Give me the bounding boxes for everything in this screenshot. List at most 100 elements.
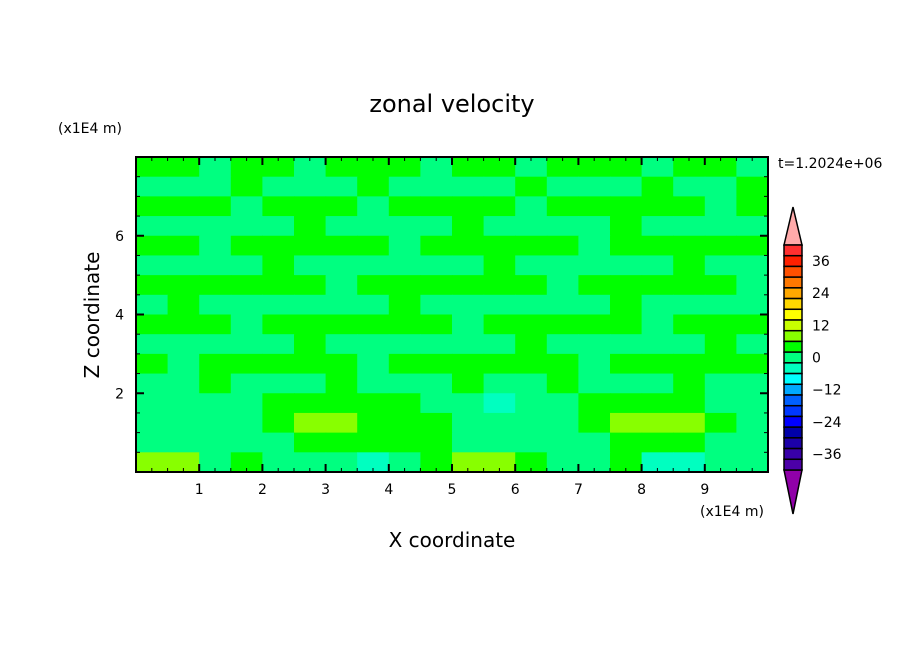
contour-cell bbox=[704, 235, 737, 257]
contour-cell bbox=[230, 196, 263, 217]
contour-cell bbox=[546, 334, 579, 355]
contour-cell bbox=[420, 255, 453, 276]
contour-cell bbox=[136, 432, 169, 453]
contour-cell bbox=[388, 393, 421, 414]
contour-cell bbox=[136, 235, 169, 257]
contour-cell bbox=[515, 235, 548, 257]
contour-cell bbox=[294, 216, 327, 237]
contour-cell bbox=[546, 432, 579, 453]
contour-cell bbox=[736, 334, 769, 355]
contour-cell bbox=[578, 314, 611, 335]
contour-cell bbox=[673, 373, 706, 394]
contour-cell bbox=[325, 373, 358, 394]
contour-cell bbox=[230, 334, 263, 355]
contour-cell bbox=[578, 275, 611, 296]
contour-cell bbox=[357, 196, 390, 217]
contour-cell bbox=[546, 176, 579, 197]
contour-cell bbox=[230, 216, 263, 237]
contour-cell bbox=[167, 275, 200, 296]
contour-cell bbox=[262, 157, 295, 178]
contour-cell bbox=[420, 176, 453, 197]
contour-cell bbox=[610, 314, 643, 335]
contour-cell bbox=[294, 373, 327, 394]
contour-cell bbox=[294, 334, 327, 355]
contour-cell bbox=[736, 157, 769, 178]
contour-cell bbox=[262, 334, 295, 355]
contour-cell bbox=[420, 334, 453, 355]
contour-cell bbox=[388, 432, 421, 453]
contour-cell bbox=[420, 294, 453, 316]
contour-cell bbox=[167, 294, 200, 316]
colorbar-swatch bbox=[783, 329, 803, 343]
contour-cell bbox=[704, 432, 737, 453]
contour-cell bbox=[294, 196, 327, 217]
contour-cell bbox=[452, 216, 485, 237]
colorbar-over-triangle bbox=[783, 206, 803, 246]
contour-cell bbox=[515, 294, 548, 316]
contour-cell bbox=[704, 452, 737, 473]
contour-cell bbox=[136, 353, 169, 375]
contour-cell bbox=[230, 452, 263, 473]
contour-cell bbox=[641, 275, 674, 296]
contour-cell bbox=[704, 196, 737, 217]
colorbar-swatch bbox=[783, 297, 803, 311]
contour-cell bbox=[673, 255, 706, 276]
contour-cell bbox=[546, 314, 579, 335]
contour-cell bbox=[452, 294, 485, 316]
contour-cell bbox=[325, 255, 358, 276]
contour-cell bbox=[262, 314, 295, 335]
y-tick-label: 2 bbox=[115, 386, 124, 402]
contour-cell bbox=[546, 373, 579, 394]
contour-cell bbox=[483, 255, 516, 276]
contour-cell bbox=[704, 157, 737, 178]
contour-cell bbox=[546, 393, 579, 414]
contour-cell bbox=[546, 196, 579, 217]
contour-cell bbox=[325, 452, 358, 473]
time-annotation: t=1.2024e+06 bbox=[778, 156, 882, 172]
y-axis-label: Z coordinate bbox=[80, 252, 104, 379]
colorbar-swatch bbox=[783, 426, 803, 439]
contour-cell bbox=[357, 373, 390, 394]
colorbar-swatch bbox=[783, 351, 803, 364]
contour-cell bbox=[515, 432, 548, 453]
contour-cell bbox=[420, 235, 453, 257]
contour-cell bbox=[167, 393, 200, 414]
x-tick-label: 6 bbox=[511, 482, 520, 498]
contour-cell bbox=[641, 373, 674, 394]
contour-cell bbox=[357, 334, 390, 355]
contour-cell bbox=[230, 393, 263, 414]
contour-cell bbox=[578, 393, 611, 414]
contour-cell bbox=[641, 334, 674, 355]
contour-cell bbox=[357, 294, 390, 316]
contour-cell bbox=[610, 334, 643, 355]
contour-cell bbox=[357, 314, 390, 335]
contour-cell bbox=[136, 314, 169, 335]
contour-cell bbox=[230, 412, 263, 434]
contour-cell bbox=[325, 294, 358, 316]
contour-cell bbox=[673, 235, 706, 257]
contour-cell bbox=[325, 314, 358, 335]
contour-cell bbox=[199, 432, 232, 453]
contour-cell bbox=[546, 353, 579, 375]
contour-cell bbox=[578, 157, 611, 178]
contour-field bbox=[136, 157, 769, 473]
contour-cell bbox=[578, 373, 611, 394]
contour-cell bbox=[452, 353, 485, 375]
contour-cell bbox=[199, 373, 232, 394]
y-tick-label: 4 bbox=[115, 308, 124, 324]
contour-cell bbox=[483, 393, 516, 414]
contour-cell bbox=[483, 373, 516, 394]
contour-cell bbox=[704, 255, 737, 276]
contour-cell bbox=[167, 432, 200, 453]
contour-cell bbox=[230, 314, 263, 335]
contour-cell bbox=[641, 432, 674, 453]
contour-cell bbox=[199, 412, 232, 434]
contour-cell bbox=[420, 314, 453, 335]
contour-cell bbox=[546, 275, 579, 296]
contour-cell bbox=[262, 176, 295, 197]
contour-cell bbox=[483, 294, 516, 316]
contour-cell bbox=[736, 314, 769, 335]
contour-cell bbox=[673, 412, 706, 434]
contour-cell bbox=[388, 196, 421, 217]
contour-cell bbox=[388, 294, 421, 316]
